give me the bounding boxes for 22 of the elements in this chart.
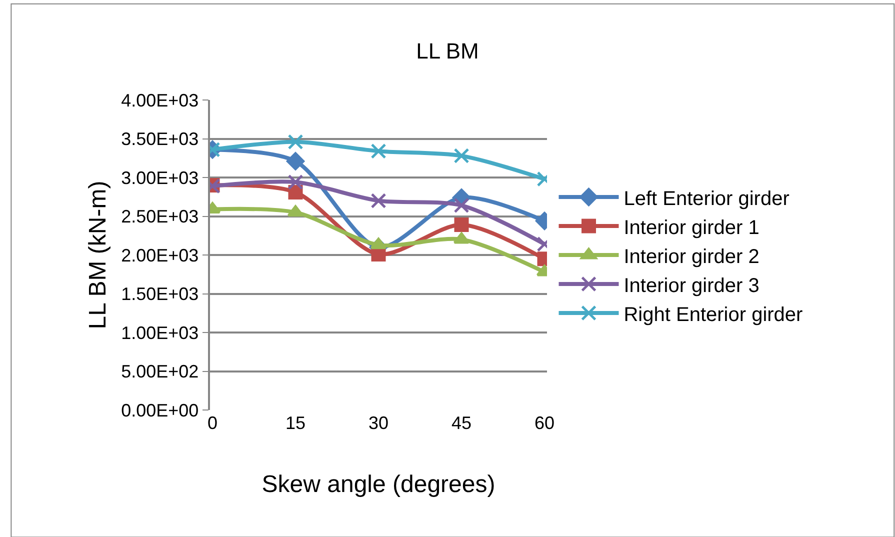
y-tick-label: 2.50E+03 (121, 206, 199, 227)
y-tick-label: 2.00E+03 (121, 245, 199, 266)
x-tick-label: 60 (534, 413, 555, 433)
x-tick-label: 0 (207, 413, 218, 433)
y-tick-label: 5.00E+02 (121, 362, 199, 382)
y-tick-label: 1.50E+03 (121, 284, 199, 304)
y-tick-label: 3.50E+03 (121, 129, 199, 150)
x-axis-title: Skew angle (degrees) (262, 471, 496, 498)
x-tick-label: 45 (451, 413, 472, 433)
y-tick-label: 4.00E+03 (121, 90, 199, 110)
legend-label: Left Enterior girder (624, 188, 790, 210)
legend-label: Right Enterior girder (624, 304, 804, 326)
x-tick-label: 30 (368, 413, 389, 433)
legend-label: Interior girder 1 (624, 216, 760, 239)
x-tick-label: 15 (285, 413, 306, 433)
legend-label: Interior girder 2 (624, 246, 760, 268)
y-tick-label: 3.00E+03 (121, 168, 199, 188)
chart-title: LL BM (416, 38, 479, 64)
legend-label: Interior girder 3 (624, 274, 760, 297)
y-tick-label: 0.00E+00 (121, 400, 199, 420)
y-tick-label: 1.00E+03 (121, 322, 199, 343)
y-axis-title: LL BM (kN-m) (84, 180, 112, 330)
